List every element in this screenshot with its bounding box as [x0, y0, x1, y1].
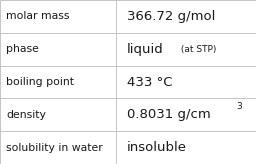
Text: molar mass: molar mass [6, 11, 70, 21]
Text: solubility in water: solubility in water [6, 143, 103, 153]
Text: 366.72 g/mol: 366.72 g/mol [127, 10, 215, 23]
Text: 433 °C: 433 °C [127, 75, 172, 89]
Text: liquid: liquid [127, 43, 164, 56]
Text: density: density [6, 110, 46, 120]
Text: (at STP): (at STP) [178, 45, 216, 54]
Text: boiling point: boiling point [6, 77, 74, 87]
Text: phase: phase [6, 44, 39, 54]
Text: insoluble: insoluble [127, 141, 187, 154]
Text: 3: 3 [236, 102, 242, 111]
Text: 0.8031 g/cm: 0.8031 g/cm [127, 108, 210, 121]
